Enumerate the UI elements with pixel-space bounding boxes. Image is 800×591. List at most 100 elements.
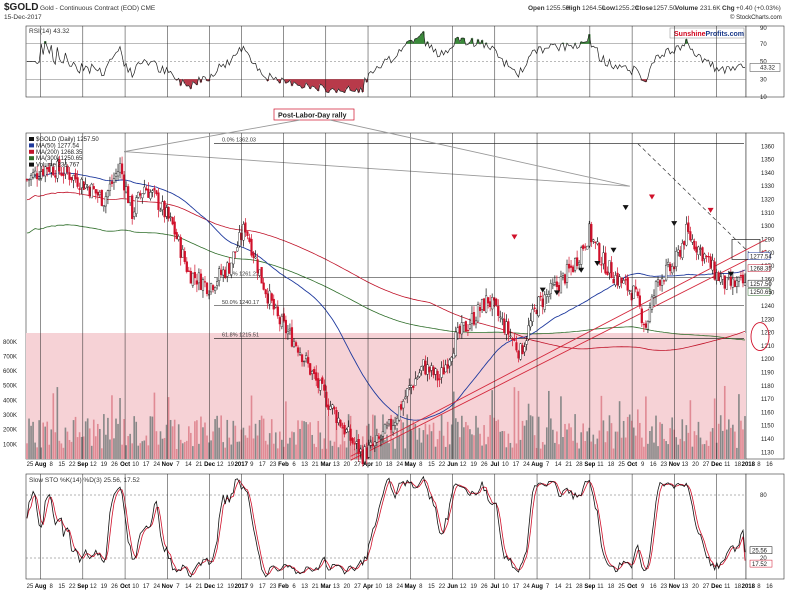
x-tick-label-bottom: 20 [344, 584, 351, 590]
price-bar-body [424, 360, 427, 375]
volume-bar [370, 439, 372, 459]
price-bar-body [460, 322, 463, 335]
price-bar-body [537, 296, 540, 317]
price-bar-body [654, 281, 658, 297]
volume-bar [295, 444, 297, 459]
volume-bar [119, 398, 121, 459]
volume-bar [347, 414, 350, 459]
volume-bar [475, 415, 477, 459]
volume-bar [519, 439, 522, 459]
price-bar-body [33, 170, 37, 175]
signal-arrow [539, 287, 546, 293]
close-label: Close [635, 5, 653, 12]
volume-bar [598, 430, 601, 459]
price-bar-body [404, 396, 407, 399]
x-tick-label-top: 24 [523, 462, 530, 468]
volume-bar [151, 416, 154, 459]
volume-bar [596, 438, 599, 459]
price-bar-body [355, 441, 358, 444]
price-bar-body [177, 236, 180, 240]
price-bar-body [618, 276, 621, 287]
x-tick-label-top: Nov [669, 462, 681, 468]
x-axis: 2525AugAug8815152222SepSep121219192626Oc… [27, 26, 773, 590]
price-bar-body [104, 196, 107, 207]
volume-bar [198, 443, 200, 459]
price-bar-body [385, 425, 389, 428]
x-tick-label-bottom: Mar [320, 584, 331, 590]
x-tick-label-bottom: Jul [490, 584, 499, 590]
price-bar-body [436, 371, 439, 381]
price-bar-body [458, 325, 461, 334]
volume-bar [503, 431, 506, 459]
x-tick-label-top: 16 [766, 462, 773, 468]
x-tick-label-top: 22 [69, 462, 76, 468]
watermark: © StockCharts.com [730, 14, 782, 21]
volume-bar [153, 392, 156, 459]
price-bar-body [691, 239, 694, 243]
price-bar-body [379, 438, 383, 440]
x-tick-label-top: 24 [396, 462, 403, 468]
price-bar-body [614, 275, 617, 286]
volume-tick: 800K [3, 340, 17, 346]
price-bar-body [110, 181, 114, 184]
volume-bar [147, 445, 150, 459]
volume-bar [169, 419, 172, 459]
volume-bar [214, 419, 216, 459]
volume-bar [256, 435, 259, 459]
volume-bar [576, 442, 578, 459]
price-bar-body [428, 366, 431, 373]
volume-bar [252, 438, 255, 459]
x-tick-label-bottom: 7 [546, 584, 550, 590]
volume-bar [121, 444, 123, 459]
price-ytick: 1200 [761, 357, 775, 363]
volume-bar [487, 436, 489, 459]
price-bar-body [543, 294, 546, 310]
price-ytick: 1340 [761, 171, 775, 177]
volume-bar [315, 447, 318, 459]
volume-bar [529, 415, 532, 459]
price-bar-body [31, 172, 35, 178]
price-bar-body [573, 258, 577, 271]
x-tick-label-bottom: 28 [576, 584, 583, 590]
price-bar-body [94, 189, 97, 194]
x-tick-label-bottom: 25 [618, 584, 625, 590]
price-bar-body [448, 359, 451, 367]
stoch-value-label: 17.52 [752, 562, 768, 568]
volume-bar [709, 431, 712, 459]
volume-bar [459, 437, 461, 459]
volume-bar [42, 422, 44, 459]
price-bar-body [646, 321, 650, 330]
price-bar-body [707, 256, 710, 258]
volume-bar [216, 415, 218, 459]
price-bar-body [584, 246, 587, 248]
price-bar-body [624, 279, 627, 281]
price-bar-body [159, 210, 162, 212]
price-bar-body [662, 280, 666, 282]
volume-bar [400, 419, 402, 459]
volume-bar [143, 440, 146, 459]
volume-bar [473, 435, 475, 459]
volume-bar [580, 432, 582, 459]
volume-bar [584, 440, 587, 459]
price-bar-body [592, 239, 595, 242]
volume-tick: 200K [3, 428, 17, 434]
price-bar-body [189, 270, 192, 284]
x-tick-label-bottom: 13 [301, 584, 308, 590]
price-bar-body [88, 186, 91, 197]
volume-bar [200, 416, 202, 459]
price-bar-body [377, 436, 381, 439]
fib-label: 61.8% 1215.51 [222, 333, 259, 339]
x-tick-label-top: Mar [320, 462, 331, 468]
price-bar-body [731, 278, 734, 288]
volume-bar [505, 447, 508, 459]
volume-bar [461, 415, 463, 459]
x-tick-label-bottom: 23 [660, 584, 667, 590]
x-tick-label-top: 17 [513, 462, 520, 468]
volume-bar [632, 427, 635, 459]
price-bar-body [220, 269, 223, 275]
price-bar-body [163, 201, 166, 218]
price-bar-body [444, 364, 447, 373]
price-ytick: 1360 [761, 144, 775, 150]
price-bar-body [120, 163, 124, 175]
x-tick-label-top: 18 [608, 462, 615, 468]
